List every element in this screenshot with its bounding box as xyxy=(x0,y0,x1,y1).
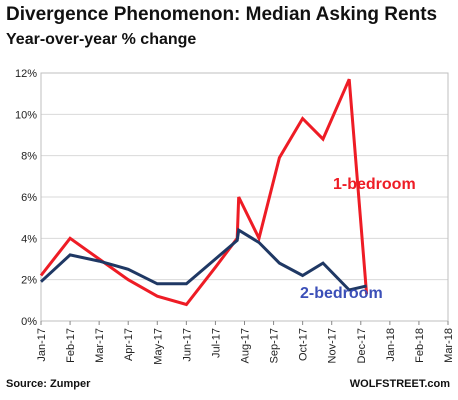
y-tick-label: 6% xyxy=(21,192,37,204)
series-label-1: 1-bedroom xyxy=(333,176,416,193)
series-lines xyxy=(39,78,369,307)
series-label-2: 2-bedroom xyxy=(300,285,383,302)
x-tick-label: Feb-17 xyxy=(65,328,77,363)
series-labels: 1-bedroom 2-bedroom xyxy=(300,176,416,302)
x-tick-label: Mar-18 xyxy=(443,328,455,363)
x-tick-label: Apr-17 xyxy=(123,328,135,361)
y-tick-label: 4% xyxy=(21,233,37,245)
x-tick-label: Jan-18 xyxy=(385,328,397,362)
y-tick-label: 10% xyxy=(15,109,37,121)
x-tick-label: Jan-17 xyxy=(36,328,48,362)
x-tick-label: Aug-17 xyxy=(240,328,252,363)
x-tick-label: Mar-17 xyxy=(94,328,106,363)
axis: 0% 2% 4% 6% 8% 10% 12% Jan-17 Feb-17 Mar-17 Apr-17… xyxy=(15,68,455,365)
x-tick-label: Jun-17 xyxy=(181,328,193,362)
y-tick-label: 8% xyxy=(21,151,37,163)
source-note: Source: Zumper xyxy=(6,378,91,390)
series-line-2 xyxy=(39,227,367,292)
brand-label: WOLFSTREET.com xyxy=(349,378,450,390)
chart-title: Divergence Phenomenon: Median Asking Ren… xyxy=(6,4,438,25)
x-tick-label: Sep-17 xyxy=(269,328,281,363)
y-tick-label: 12% xyxy=(15,68,37,80)
x-tick-label: Dec-17 xyxy=(356,328,368,363)
x-tick-label: Oct-17 xyxy=(298,328,310,361)
chart-subtitle: Year-over-year % change xyxy=(6,31,197,48)
grid-lines xyxy=(41,72,448,322)
x-tick-label: May-17 xyxy=(152,328,164,365)
y-tick-label: 0% xyxy=(21,316,37,328)
y-tick-label: 2% xyxy=(21,275,37,287)
x-tick-label: Feb-18 xyxy=(414,328,426,363)
x-tick-label: Jul-17 xyxy=(210,328,222,358)
x-tick-label: Nov-17 xyxy=(327,328,339,363)
